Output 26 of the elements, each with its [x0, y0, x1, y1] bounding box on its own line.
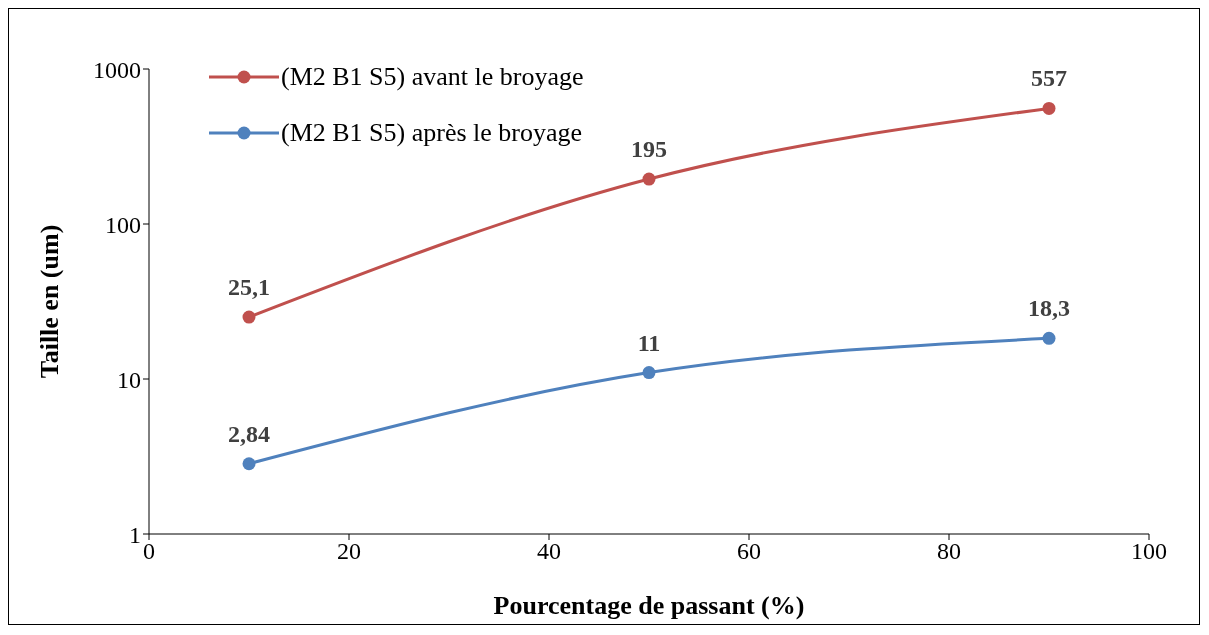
- y-tick-label: 1: [129, 521, 141, 548]
- y-tick-label: 10: [117, 366, 141, 393]
- y-tick-label: 100: [105, 211, 141, 238]
- data-label: 195: [631, 136, 667, 163]
- x-tick-label: 40: [537, 538, 561, 565]
- data-label: 25,1: [228, 274, 270, 301]
- point: [242, 310, 256, 324]
- data-label: 18,3: [1028, 295, 1070, 322]
- data-label: 2,84: [228, 420, 270, 447]
- point: [642, 172, 656, 186]
- x-tick-label: 100: [1131, 538, 1167, 565]
- y-tick-label: 1000: [93, 56, 141, 83]
- legend-label: (M2 B1 S5) après le broyage: [281, 117, 583, 149]
- x-tick-label: 20: [337, 538, 361, 565]
- y-axis-title: Taille en (um): [35, 224, 65, 379]
- x-tick-label: 60: [737, 538, 761, 565]
- point: [642, 366, 656, 380]
- x-tick-label: 80: [937, 538, 961, 565]
- legend-label: (M2 B1 S5) avant le broyage: [281, 61, 584, 93]
- point: [1042, 331, 1056, 345]
- data-label: 11: [637, 329, 661, 356]
- point: [1042, 101, 1056, 115]
- point: [242, 457, 256, 471]
- x-axis-title: Pourcentage de passant (%): [493, 591, 805, 620]
- data-label: 557: [1031, 65, 1067, 92]
- x-tick-label: 0: [143, 538, 155, 565]
